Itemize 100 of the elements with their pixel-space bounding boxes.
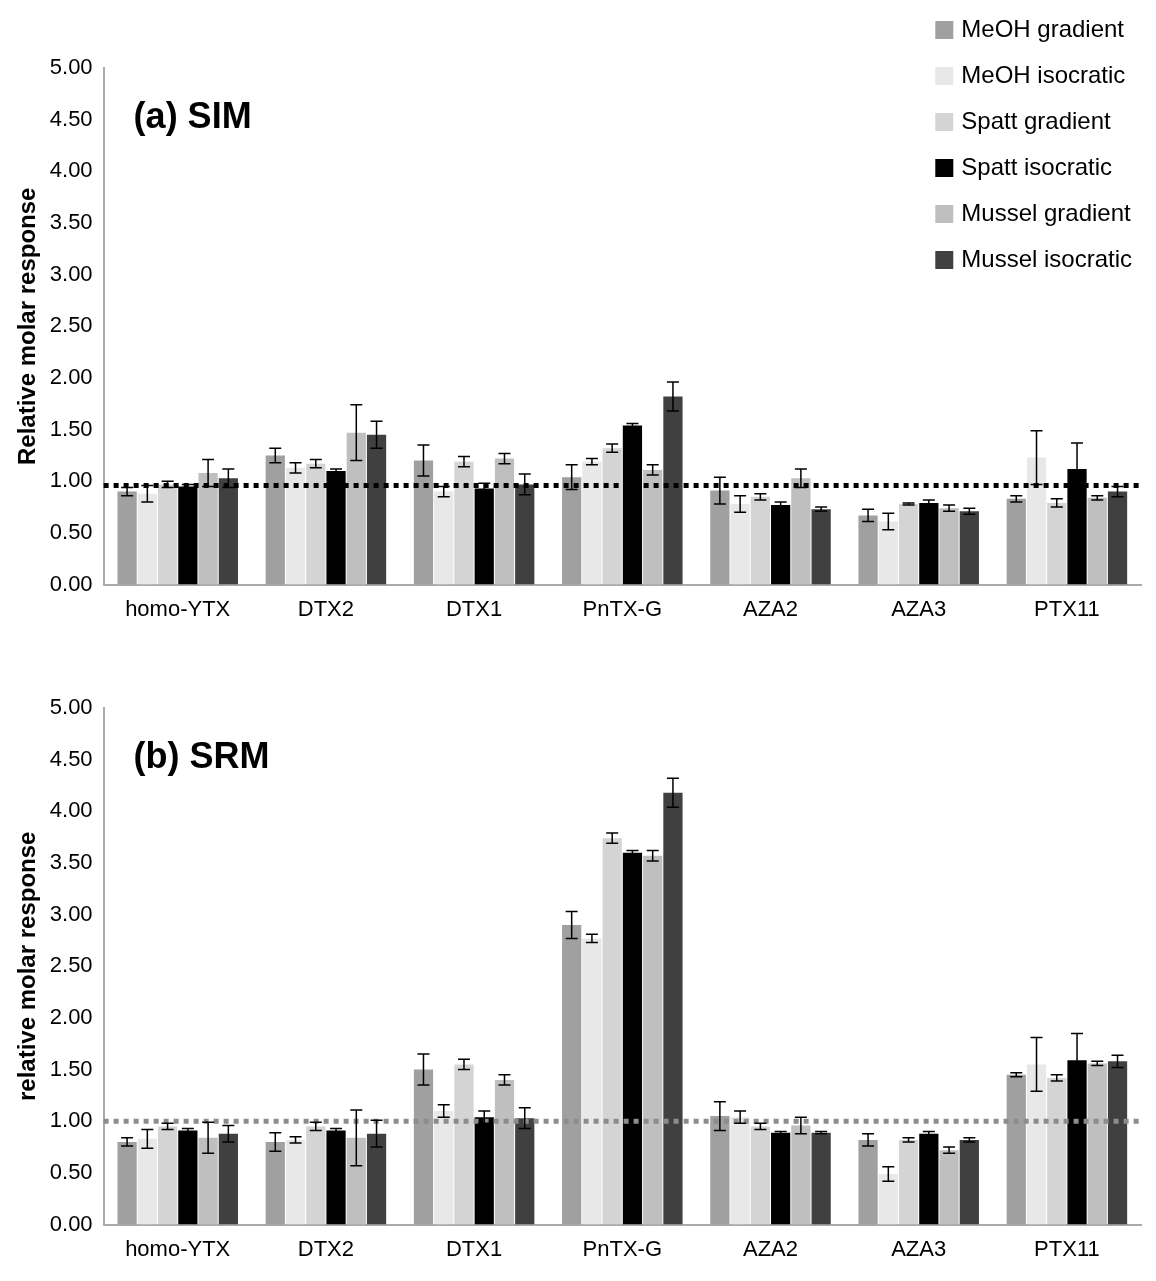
x-tick-label: AZA3 (891, 595, 947, 621)
y-tick-label: 3.50 (49, 849, 93, 875)
legend-label: Mussel gradient (961, 198, 1132, 226)
y-tick-label: 2.50 (49, 312, 93, 338)
bar (1026, 1064, 1047, 1225)
bar (878, 521, 898, 585)
bar (454, 1064, 474, 1225)
bar (434, 1110, 454, 1225)
bar (791, 1125, 811, 1225)
bar (959, 1139, 979, 1225)
x-tick-label: DTX2 (297, 595, 355, 621)
bar (1047, 502, 1067, 585)
y-tick-label: 1.50 (49, 1055, 93, 1081)
legend-label: Spatt isocratic (961, 152, 1113, 180)
bar (1047, 1077, 1067, 1225)
y-tick-label: 4.50 (49, 745, 93, 771)
bar (346, 1137, 366, 1225)
bar (137, 493, 157, 585)
bar (663, 792, 683, 1225)
bar (919, 1133, 939, 1225)
x-tick-label: PTX11 (1034, 595, 1100, 621)
legend-label: Mussel isocratic (961, 244, 1133, 272)
legend-label: MeOH isocratic (961, 60, 1126, 88)
bar (285, 1139, 306, 1225)
bar (157, 1126, 178, 1225)
bar (1087, 1063, 1107, 1225)
y-tick-label: 0.00 (49, 1210, 93, 1236)
bar (346, 432, 366, 585)
bar (939, 508, 959, 585)
x-tick-label: AZA2 (742, 595, 799, 621)
x-tick-label: DTX2 (297, 1235, 355, 1261)
y-tick-label: 1.00 (49, 467, 93, 493)
bar (771, 505, 791, 585)
bar (1087, 497, 1107, 585)
bar (137, 1138, 157, 1225)
bar (898, 504, 919, 585)
bar (898, 1139, 919, 1225)
bar (306, 1126, 326, 1225)
y-tick-label: 5.00 (49, 694, 93, 720)
x-tick-label: DTX1 (445, 1235, 503, 1261)
bar (939, 1150, 959, 1225)
bar (750, 1126, 770, 1225)
bar (198, 473, 218, 585)
x-tick-label: homo-YTX (125, 1235, 231, 1261)
bar (366, 434, 387, 585)
bar (515, 1118, 535, 1225)
bar (663, 396, 683, 585)
y-tick-label: 3.50 (49, 209, 93, 235)
y-tick-label: 4.00 (49, 157, 93, 183)
bar (1026, 457, 1047, 585)
bar (157, 484, 178, 585)
bar (494, 1079, 515, 1225)
bar (878, 1173, 898, 1225)
y-tick-label: 5.00 (49, 54, 93, 80)
bar (730, 1117, 750, 1225)
y-tick-label: 3.00 (49, 260, 93, 286)
y-tick-label: 4.50 (49, 105, 93, 131)
bar (218, 1133, 238, 1225)
x-tick-label: PnTX-G (582, 595, 663, 621)
bar (434, 491, 454, 585)
bar (366, 1133, 387, 1225)
bar (771, 1132, 791, 1225)
bar (306, 463, 326, 585)
bar (811, 509, 831, 585)
bar (218, 478, 238, 585)
y-tick-label: 3.00 (49, 900, 93, 926)
x-tick-label: AZA3 (891, 1235, 947, 1261)
x-tick-label: PTX11 (1034, 1235, 1100, 1261)
bar (582, 938, 602, 1225)
y-tick-label: 0.50 (49, 519, 93, 544)
y-tick-label: 2.00 (49, 364, 93, 390)
bar (643, 855, 663, 1225)
bar (1107, 1061, 1128, 1225)
bar (1107, 491, 1128, 585)
x-tick-label: PnTX-G (582, 1235, 663, 1261)
bar (178, 1130, 198, 1225)
text: (a) SIM (133, 95, 252, 136)
bar (602, 448, 622, 585)
y-tick-label: 4.00 (49, 797, 93, 823)
bar (730, 504, 750, 585)
legend-label: Spatt gradient (961, 106, 1112, 134)
legend-label: MeOH gradient (961, 14, 1125, 42)
x-tick-label: homo-YTX (125, 595, 231, 621)
y-tick-label: 1.50 (49, 415, 93, 441)
bar (622, 852, 643, 1225)
bar (643, 469, 663, 585)
bar (198, 1137, 218, 1225)
bar (326, 1130, 346, 1225)
x-tick-label: DTX1 (445, 595, 503, 621)
bar (515, 484, 535, 585)
y-tick-label: 1.00 (49, 1107, 93, 1133)
bar (602, 838, 622, 1225)
y-tick-label: 0.00 (49, 570, 93, 596)
x-tick-label: AZA2 (742, 1235, 799, 1261)
bar (791, 478, 811, 585)
y-tick-label: 0.50 (49, 1159, 93, 1184)
bar (919, 502, 939, 585)
y-tick-label: 2.00 (49, 1004, 93, 1030)
y-tick-label: 2.50 (49, 952, 93, 978)
bar (285, 467, 306, 585)
